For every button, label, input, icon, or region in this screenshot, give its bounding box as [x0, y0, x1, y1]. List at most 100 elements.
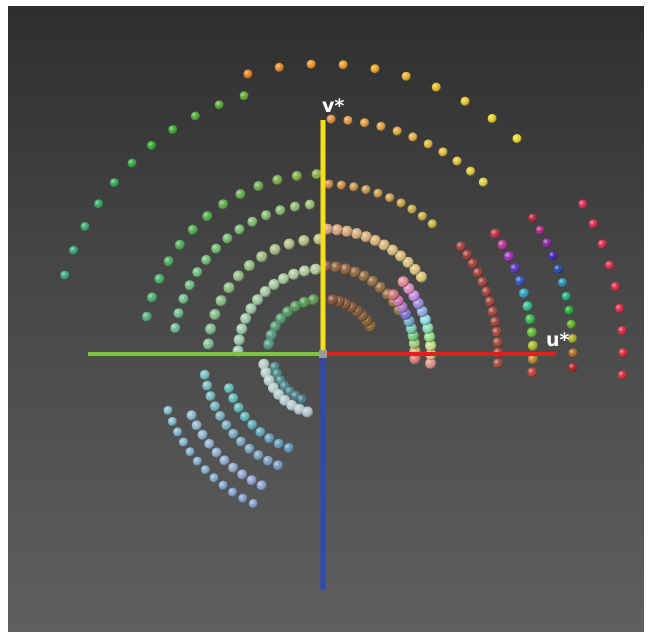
sphere-highlight: [212, 448, 222, 458]
sphere-highlight: [244, 260, 255, 271]
sphere-highlight: [221, 420, 231, 430]
origin-marker: [319, 350, 327, 358]
sphere-highlight: [618, 370, 627, 379]
sphere-highlight: [192, 420, 202, 430]
sphere-highlight: [202, 381, 212, 391]
sphere-highlight: [515, 276, 525, 286]
sphere-highlight: [270, 244, 281, 255]
sphere-highlight: [297, 394, 307, 404]
sphere-highlight: [263, 339, 274, 350]
sphere-highlight: [492, 327, 502, 337]
sphere-highlight: [519, 288, 529, 298]
sphere-highlight: [275, 63, 284, 72]
sphere-highlight: [228, 393, 238, 403]
sphere-highlight: [154, 274, 164, 284]
sphere-highlight: [462, 250, 472, 260]
sphere-highlight: [263, 456, 273, 466]
color-sample-spheres: [60, 60, 627, 508]
sphere-highlight: [527, 367, 537, 377]
sphere-highlight: [216, 295, 227, 306]
sphere-highlight: [235, 189, 245, 199]
sphere-highlight: [332, 224, 343, 235]
sphere-highlight: [238, 494, 247, 503]
sphere-highlight: [275, 205, 285, 215]
sphere-highlight: [478, 277, 488, 287]
sphere-highlight: [210, 473, 219, 482]
sphere-highlight: [504, 251, 514, 261]
sphere-highlight: [525, 314, 535, 324]
sphere-highlight: [567, 320, 576, 329]
sphere-highlight: [385, 193, 394, 202]
sphere-highlight: [210, 309, 221, 320]
sphere-highlight: [247, 420, 257, 430]
sphere-highlight: [562, 292, 571, 301]
sphere-highlight: [269, 279, 280, 290]
sphere-highlight: [456, 241, 466, 251]
sphere-highlight: [349, 182, 358, 191]
sphere-highlight: [235, 224, 245, 234]
sphere-highlight: [468, 258, 478, 268]
sphere-highlight: [272, 175, 282, 185]
sphere-highlight: [337, 181, 346, 190]
sphere-highlight: [510, 263, 520, 273]
sphere-highlight: [485, 296, 495, 306]
sphere-highlight: [523, 301, 533, 311]
sphere-highlight: [351, 228, 362, 239]
sphere-highlight: [393, 127, 402, 136]
sphere-highlight: [342, 226, 353, 237]
sphere-highlight: [185, 280, 195, 290]
sphere-highlight: [233, 271, 244, 282]
sphere-highlight: [490, 317, 500, 327]
sphere-highlight: [234, 403, 244, 413]
sphere-highlight: [142, 312, 152, 322]
sphere-highlight: [482, 287, 492, 297]
sphere-highlight: [371, 64, 380, 73]
sphere-highlight: [147, 141, 156, 150]
sphere-highlight: [168, 125, 177, 134]
sphere-highlight: [224, 282, 235, 293]
sphere-highlight: [619, 348, 628, 357]
sphere-highlight: [310, 264, 321, 275]
sphere-highlight: [388, 289, 399, 300]
sphere-highlight: [344, 116, 353, 125]
sphere-highlight: [201, 255, 211, 265]
sphere-highlight: [308, 294, 319, 305]
sphere-highlight: [222, 233, 232, 243]
sphere-highlight: [554, 264, 563, 273]
sphere-highlight: [204, 439, 214, 449]
sphere-highlight: [187, 410, 197, 420]
sphere-highlight: [312, 169, 322, 179]
sphere-highlight: [228, 429, 238, 439]
sphere-highlight: [402, 72, 411, 81]
sphere-highlight: [198, 430, 208, 440]
sphere-highlight: [228, 463, 238, 473]
sphere-highlight: [305, 200, 315, 210]
sphere-highlight: [240, 91, 249, 100]
sphere-highlight: [147, 292, 157, 302]
sphere-highlight: [605, 261, 614, 270]
sphere-highlight: [218, 199, 228, 209]
sphere-highlight: [284, 239, 295, 250]
sphere-highlight: [273, 460, 283, 470]
sphere-highlight: [203, 339, 214, 350]
sphere-highlight: [60, 271, 69, 280]
axes: [88, 120, 556, 590]
sphere-highlight: [210, 401, 220, 411]
sphere-highlight: [179, 438, 188, 447]
sphere-highlight: [255, 427, 265, 437]
sphere-highlight: [490, 229, 500, 239]
sphere-highlight: [175, 240, 185, 250]
sphere-highlight: [350, 267, 361, 278]
sphere-highlight: [461, 97, 470, 106]
sphere-highlight: [174, 308, 184, 318]
sphere-highlight: [542, 238, 551, 247]
sphere-highlight: [266, 330, 277, 341]
sphere-highlight: [261, 210, 271, 220]
sphere-highlight: [290, 202, 300, 212]
sphere-highlight: [598, 240, 607, 249]
sphere-highlight: [397, 199, 406, 208]
sphere-highlight: [234, 334, 245, 345]
sphere-highlight: [488, 306, 498, 316]
sphere-highlight: [179, 294, 189, 304]
